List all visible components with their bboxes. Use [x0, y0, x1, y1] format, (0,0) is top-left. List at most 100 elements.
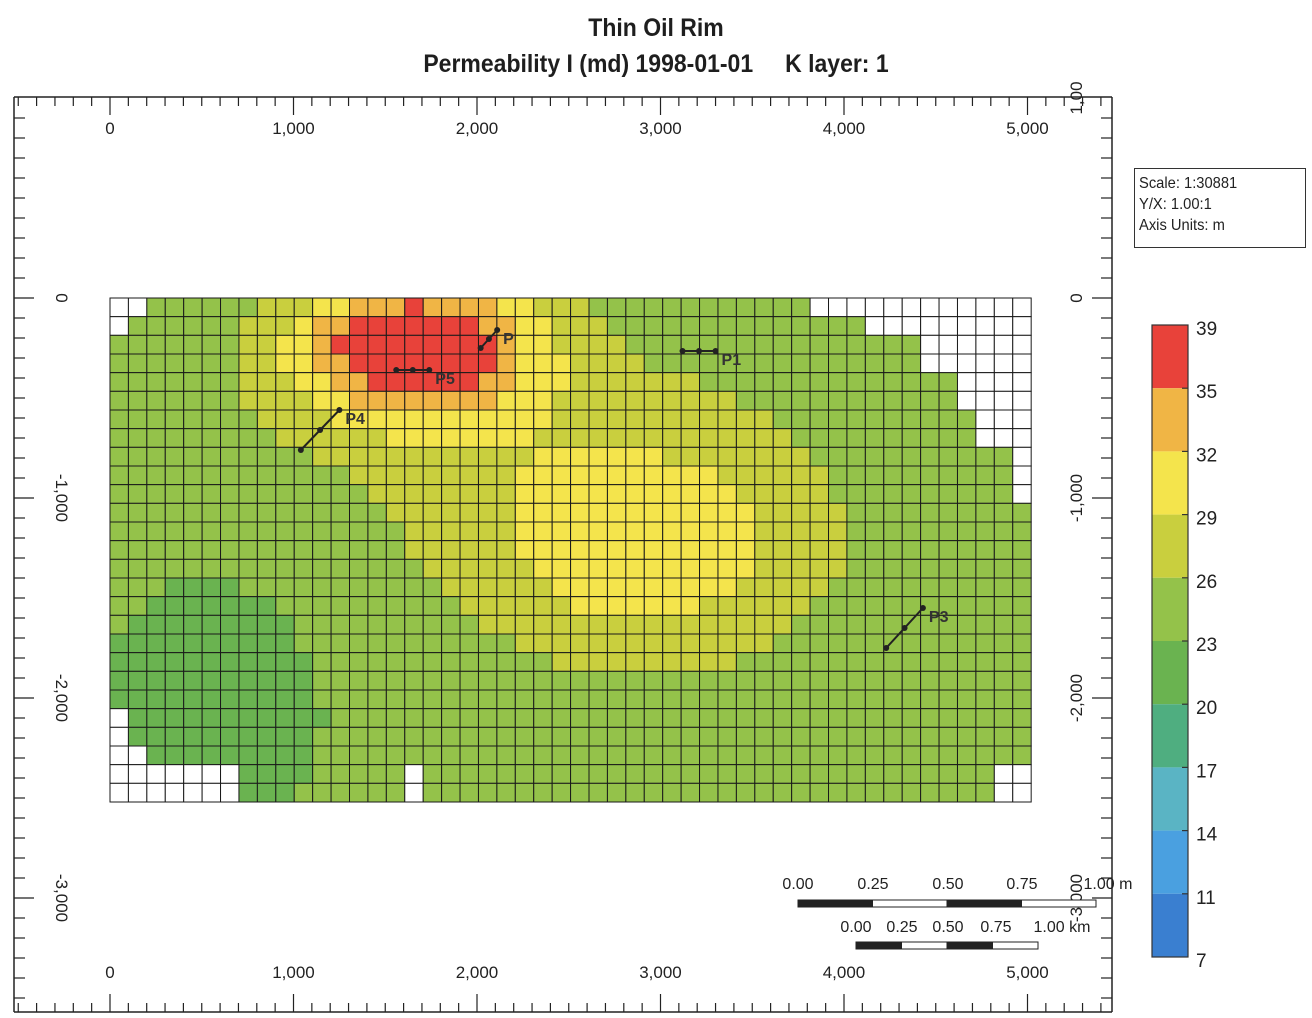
grid-cell: [238, 745, 258, 766]
grid-cell: [883, 596, 903, 616]
grid-cell: [496, 782, 516, 803]
grid-cell: [1012, 372, 1032, 392]
grid-cell: [201, 577, 222, 598]
grid-cell: [514, 390, 535, 411]
grid-cell: [1012, 726, 1032, 747]
grid-cell: [404, 708, 424, 728]
grid-cell: [772, 446, 793, 467]
grid-cell: [404, 334, 424, 355]
grid-cell: [901, 558, 922, 579]
scalebar-m-segment: [1021, 899, 1097, 908]
grid-cell: [846, 316, 866, 336]
colorbar-label: 35: [1196, 382, 1217, 403]
grid-cell: [588, 708, 608, 728]
grid-cell: [625, 708, 645, 728]
grid-cell: [201, 353, 222, 374]
grid-cell: [477, 297, 498, 318]
grid-cell: [791, 689, 811, 710]
grid-cell: [220, 540, 240, 560]
grid-cell: [367, 521, 387, 542]
grid-cell: [312, 745, 332, 766]
grid-cell: [127, 540, 148, 560]
grid-cell: [735, 484, 756, 504]
grid-cell: [938, 670, 958, 691]
grid-cell: [496, 446, 516, 467]
grid-cell: [754, 334, 774, 355]
grid-cell: [956, 446, 977, 467]
x-tick-label-bottom: 3,000: [639, 963, 682, 982]
grid-cell: [312, 689, 332, 710]
grid-cell: [385, 708, 406, 728]
grid-cell: [459, 390, 479, 411]
grid-cell: [404, 726, 424, 747]
grid-cell: [459, 540, 479, 560]
grid-cell: [109, 484, 129, 504]
grid-cell: [109, 689, 129, 710]
grid-cell: [662, 484, 682, 504]
grid-cell: [127, 689, 148, 710]
grid-cell: [588, 521, 608, 542]
grid-cell: [293, 334, 314, 355]
grid-cell: [109, 334, 129, 355]
grid-cell: [312, 353, 332, 374]
grid-cell: [477, 764, 498, 784]
grid-cell: [422, 782, 443, 803]
grid-cell: [699, 577, 719, 598]
grid-cell: [901, 652, 922, 672]
grid-cell: [717, 446, 737, 467]
grid-cell: [533, 446, 553, 467]
grid-cell: [293, 558, 314, 579]
grid-cell: [754, 764, 774, 784]
grid-cell: [312, 502, 332, 523]
grid-cell: [127, 670, 148, 691]
grid-cell: [643, 782, 664, 803]
grid-cell: [385, 689, 406, 710]
grid-cell: [496, 633, 516, 654]
grid-cell: [735, 708, 756, 728]
grid-cell: [367, 670, 387, 691]
grid-cell: [330, 596, 351, 616]
grid-cell: [588, 577, 608, 598]
grid-cell: [551, 764, 572, 784]
grid-cell: [699, 521, 719, 542]
grid-cell: [330, 782, 351, 803]
grid-cell: [312, 782, 332, 803]
grid-cell: [367, 652, 387, 672]
grid-cell: [938, 708, 958, 728]
grid-cell: [220, 334, 240, 355]
grid-cell: [477, 782, 498, 803]
grid-cell: [772, 465, 793, 486]
grid-cell: [256, 689, 277, 710]
grid-cell: [883, 372, 903, 392]
grid-cell: [404, 390, 424, 411]
grid-cell: [459, 297, 479, 318]
grid-cell: [459, 652, 479, 672]
grid-cell: [220, 652, 240, 672]
grid-cell: [441, 726, 461, 747]
grid-cell: [588, 745, 608, 766]
grid-cell: [809, 372, 830, 392]
grid-cell: [1012, 596, 1032, 616]
grid-cell: [404, 764, 424, 784]
grid-cell: [385, 726, 406, 747]
grid-cell: [533, 596, 553, 616]
grid-cell: [754, 297, 774, 318]
grid-cell: [404, 577, 424, 598]
grid-cell: [183, 409, 203, 430]
grid-cell: [791, 409, 811, 430]
grid-cell: [754, 596, 774, 616]
grid-cell: [1012, 670, 1032, 691]
grid-cell: [238, 614, 258, 635]
grid-cell: [791, 353, 811, 374]
grid-cell: [956, 297, 977, 318]
grid-cell: [699, 409, 719, 430]
grid-cell: [754, 465, 774, 486]
grid-cell: [127, 502, 148, 523]
x-tick-label-bottom: 0: [105, 963, 114, 982]
grid-cell: [164, 745, 185, 766]
grid-cell: [459, 633, 479, 654]
grid-cell: [956, 540, 977, 560]
grid-cell: [164, 652, 185, 672]
grid-cell: [699, 390, 719, 411]
grid-cell: [312, 372, 332, 392]
